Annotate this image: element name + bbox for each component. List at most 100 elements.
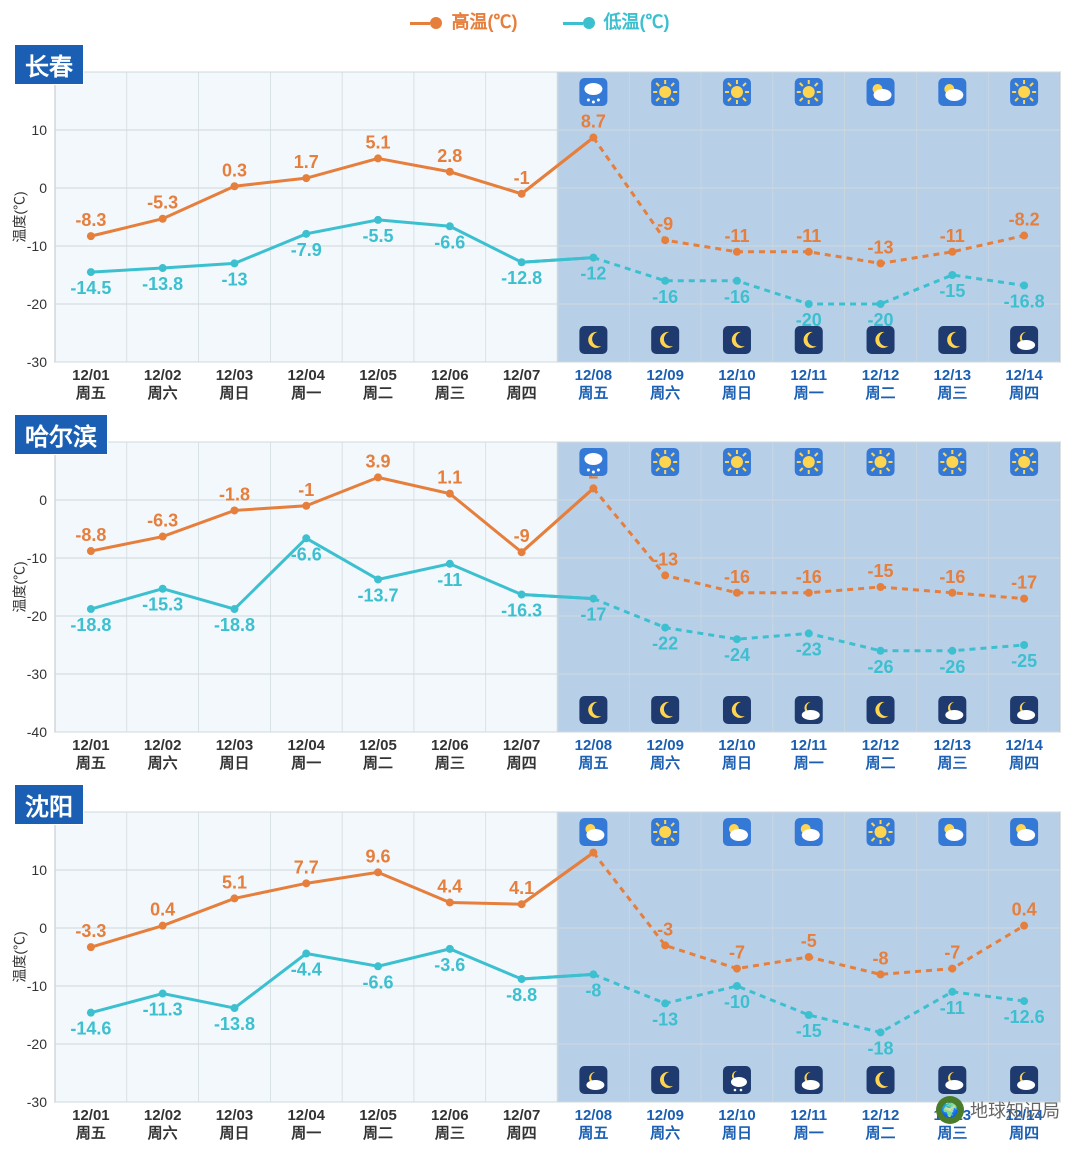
- data-label: 2.8: [437, 146, 462, 166]
- data-label: -6.3: [147, 511, 178, 531]
- data-point: [159, 533, 167, 541]
- data-label: -5: [801, 931, 817, 951]
- x-tick-date: 12/04: [287, 737, 325, 754]
- data-label: 5.1: [366, 132, 391, 152]
- x-tick-date: 12/04: [287, 1107, 325, 1124]
- data-point: [661, 624, 669, 632]
- data-point: [230, 894, 238, 902]
- weather-icon-night: [651, 696, 679, 724]
- data-point: [589, 254, 597, 262]
- weather-icon-day: [795, 78, 823, 106]
- y-tick-label: 0: [39, 180, 47, 196]
- x-tick-date: 12/10: [718, 367, 756, 384]
- data-point: [87, 232, 95, 240]
- weather-icon-day: [867, 818, 895, 846]
- x-tick-date: 12/09: [646, 737, 684, 754]
- x-tick-date: 12/10: [718, 737, 756, 754]
- chart-panel: 沈阳温度(℃)-30-20-1001020-3.30.45.17.79.64.4…: [0, 782, 1080, 1152]
- data-label: -26: [939, 657, 965, 677]
- data-label: -13.7: [358, 585, 399, 605]
- x-tick-day: 周四: [1009, 385, 1039, 402]
- data-label: -16: [724, 567, 750, 587]
- data-label: 1.1: [437, 468, 462, 488]
- weather-icon-day: [867, 78, 895, 106]
- data-point: [948, 248, 956, 256]
- data-point: [87, 547, 95, 555]
- x-tick-date: 12/01: [72, 737, 110, 754]
- legend-low: 低温(℃): [563, 8, 670, 34]
- data-point: [733, 277, 741, 285]
- data-point: [446, 490, 454, 498]
- data-label: 3.9: [366, 451, 391, 471]
- data-label: -15: [796, 1021, 822, 1041]
- x-tick-day: 周四: [1009, 755, 1039, 772]
- city-label: 长春: [14, 44, 84, 85]
- weather-icon-night: [651, 326, 679, 354]
- weather-icon-night: [723, 1066, 751, 1094]
- watermark: 🌍 地球知识局: [936, 1096, 1060, 1124]
- data-label: -1: [298, 480, 314, 500]
- city-label: 哈尔滨: [14, 414, 108, 455]
- x-tick-day: 周一: [291, 1125, 321, 1142]
- data-label: 0.4: [1012, 900, 1037, 920]
- data-point: [1020, 922, 1028, 930]
- data-label: -7: [944, 943, 960, 963]
- x-tick-day: 周三: [937, 385, 967, 402]
- weather-icon-night: [795, 696, 823, 724]
- y-tick-label: 10: [31, 122, 47, 138]
- x-tick-day: 周日: [219, 385, 249, 402]
- data-label: -15.3: [142, 595, 183, 615]
- data-point: [374, 575, 382, 583]
- data-point: [661, 277, 669, 285]
- data-label: -26: [868, 657, 894, 677]
- data-point: [446, 222, 454, 230]
- data-point: [948, 589, 956, 597]
- x-tick-date: 12/06: [431, 367, 469, 384]
- x-tick-day: 周二: [866, 755, 896, 772]
- data-label: -18: [868, 1038, 894, 1058]
- x-tick-day: 周四: [507, 755, 537, 772]
- data-point: [374, 473, 382, 481]
- x-tick-day: 周日: [722, 385, 752, 402]
- weather-icon-day: [1010, 448, 1038, 476]
- x-tick-day: 周日: [722, 755, 752, 772]
- weather-icon-day: [723, 818, 751, 846]
- x-tick-date: 12/09: [646, 367, 684, 384]
- y-axis-label: 温度(℃): [10, 931, 30, 982]
- data-point: [374, 154, 382, 162]
- data-point: [374, 216, 382, 224]
- data-point: [374, 868, 382, 876]
- x-tick-date: 12/06: [431, 737, 469, 754]
- x-tick-day: 周二: [363, 385, 393, 402]
- data-label: -16: [939, 567, 965, 587]
- x-tick-day: 周三: [435, 1125, 465, 1142]
- data-point: [87, 268, 95, 276]
- temperature-chart: -30-20-1001020-8.3-5.30.31.75.12.8-18.7-…: [0, 42, 1080, 412]
- weather-icon-day: [579, 818, 607, 846]
- weather-icon-day: [723, 78, 751, 106]
- weather-icon-night: [938, 326, 966, 354]
- watermark-icon: 🌍: [936, 1096, 964, 1124]
- x-tick-day: 周四: [1009, 1125, 1039, 1142]
- weather-icon-night: [867, 326, 895, 354]
- data-point: [805, 300, 813, 308]
- x-tick-date: 12/10: [718, 1107, 756, 1124]
- data-point: [518, 190, 526, 198]
- weather-icon-night: [938, 1066, 966, 1094]
- weather-icon-night: [867, 696, 895, 724]
- y-tick-label: 0: [39, 920, 47, 936]
- x-tick-date: 12/02: [144, 1107, 182, 1124]
- x-tick-date: 12/13: [934, 367, 972, 384]
- y-axis-label: 温度(℃): [10, 561, 30, 612]
- data-point: [446, 945, 454, 953]
- x-tick-day: 周一: [291, 385, 321, 402]
- weather-icon-day: [795, 818, 823, 846]
- data-label: -16: [796, 567, 822, 587]
- y-tick-label: -20: [27, 608, 47, 624]
- data-point: [230, 1004, 238, 1012]
- data-point: [733, 965, 741, 973]
- x-tick-date: 12/04: [287, 367, 325, 384]
- weather-icon-day: [579, 448, 607, 476]
- y-tick-label: -40: [27, 724, 47, 740]
- x-tick-date: 12/01: [72, 367, 110, 384]
